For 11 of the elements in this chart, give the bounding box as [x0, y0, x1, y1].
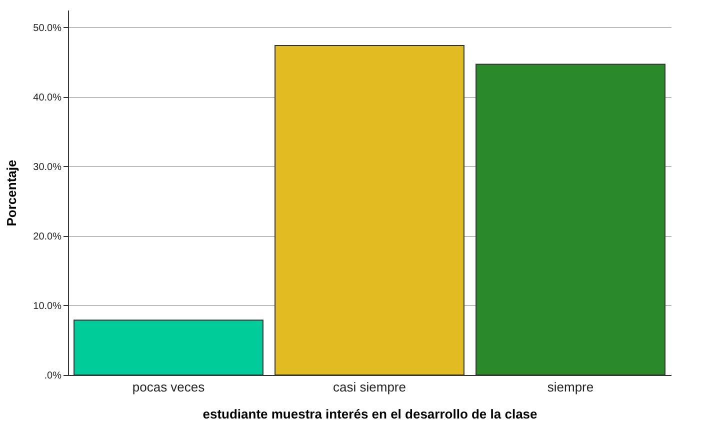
y-tick-label: 20.0% [33, 231, 62, 242]
x-tick-label: siempre [547, 380, 594, 394]
y-tick-label: 30.0% [33, 162, 62, 173]
y-axis-title: Porcentaje [4, 160, 20, 226]
y-tick-label: 40.0% [33, 92, 62, 104]
y-tick-label: 50.0% [33, 22, 62, 34]
y-tick-label: .0% [44, 370, 62, 382]
y-tick-label: 10.0% [33, 300, 62, 312]
x-tick-label: casi siempre [333, 380, 406, 394]
x-axis-title: estudiante muestra interés en el desarrollo de la clase [202, 406, 538, 422]
x-tick-label: pocas veces [132, 380, 206, 394]
